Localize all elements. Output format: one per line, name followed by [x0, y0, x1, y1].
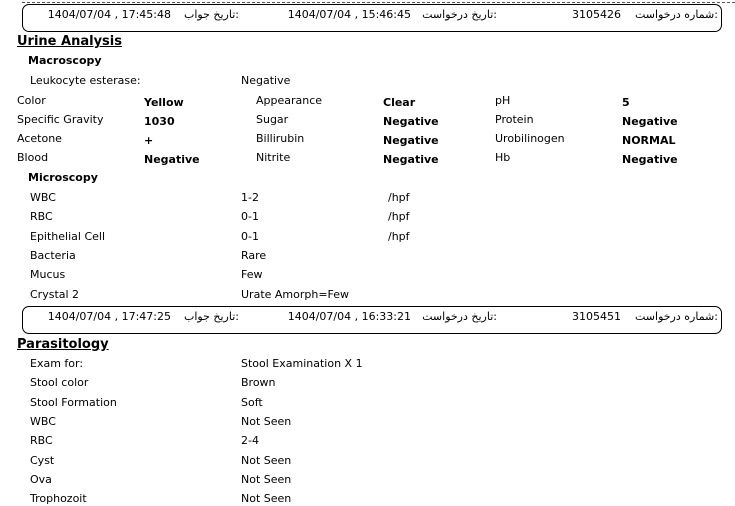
macro-label: Nitrite — [256, 151, 291, 164]
macro-label: Specific Gravity — [17, 113, 104, 126]
macro-value: + — [144, 134, 154, 147]
macro-value: Negative — [383, 134, 439, 147]
para-value: Soft — [241, 395, 263, 409]
micro-label: WBC — [30, 191, 56, 204]
para-value: Not Seen — [241, 492, 292, 506]
micro-label: Mucus — [30, 268, 66, 281]
request-no: 3105451 — [572, 310, 621, 323]
micro-label: RBC — [30, 210, 53, 223]
micro-value: Urate Amorph=Few — [241, 288, 350, 301]
request-header-2: شماره درخواست: 3105451 تاریخ درخواست: 14… — [22, 306, 722, 334]
macro-label: Blood — [17, 151, 49, 164]
leukocyte-value: Negative — [241, 74, 291, 87]
macro-value: Negative — [622, 153, 678, 166]
subsection-macroscopy: Macroscopy — [28, 54, 102, 67]
section-title-urine: Urine Analysis — [17, 34, 122, 49]
micro-unit: /hpf — [388, 230, 410, 243]
page-divider — [22, 2, 735, 3]
request-date-label: تاریخ درخواست: — [422, 310, 497, 323]
para-value: Not Seen — [241, 453, 292, 467]
macro-label: Color — [17, 94, 46, 107]
micro-value: 0-1 — [241, 230, 259, 243]
micro-label: Epithelial Cell — [30, 230, 106, 243]
para-label: Ova — [30, 472, 52, 486]
macro-value: Negative — [144, 153, 200, 166]
macro-label: Appearance — [256, 94, 323, 107]
para-value: Not Seen — [241, 414, 292, 428]
subsection-microscopy: Microscopy — [28, 171, 98, 184]
para-label: Stool Formation — [30, 395, 117, 409]
answer-date: 1404/07/04 , 17:47:25 — [47, 310, 171, 323]
micro-value: 1-2 — [241, 191, 259, 204]
answer-date-label: تاریخ جواب: — [184, 310, 239, 323]
macro-label: Sugar — [256, 113, 289, 126]
answer-date: 1404/07/04 , 17:45:48 — [47, 8, 171, 21]
macro-value: Yellow — [144, 96, 184, 109]
macro-value: NORMAL — [622, 134, 676, 147]
request-date: 1404/07/04 , 15:46:45 — [287, 8, 411, 21]
request-no: 3105426 — [572, 8, 621, 21]
macro-label: Billirubin — [256, 132, 305, 145]
micro-value: 0-1 — [241, 210, 259, 223]
macro-value: Negative — [383, 153, 439, 166]
macro-value: Clear — [383, 96, 416, 109]
para-label: Cyst — [30, 453, 55, 467]
macro-label: Protein — [495, 113, 534, 126]
macro-label: pH — [495, 94, 511, 107]
para-value: Stool Examination X 1 — [241, 357, 363, 370]
leukocyte-label: Leukocyte esterase: — [30, 74, 141, 87]
para-value: 2-4 — [241, 434, 259, 448]
macro-value: 5 — [622, 96, 630, 109]
macro-value: Negative — [383, 115, 439, 128]
para-label: Trophozoit — [30, 492, 87, 506]
request-no-label: شماره درخواست: — [635, 8, 718, 21]
para-value: Not Seen — [241, 472, 292, 486]
micro-label: Crystal 2 — [30, 288, 80, 301]
para-label: WBC — [30, 414, 56, 428]
para-label: Stool color — [30, 376, 89, 390]
micro-unit: /hpf — [388, 191, 410, 204]
request-header-1: شماره درخواست: 3105426 تاریخ درخواست: 14… — [22, 4, 722, 32]
request-no-label: شماره درخواست: — [635, 310, 718, 323]
micro-label: Bacteria — [30, 249, 76, 262]
micro-value: Rare — [241, 249, 267, 262]
para-value: Brown — [241, 376, 276, 390]
micro-value: Few — [241, 268, 263, 281]
macro-label: Hb — [495, 151, 511, 164]
request-date-label: تاریخ درخواست: — [422, 8, 497, 21]
section-title-parasitology: Parasitology — [17, 337, 109, 352]
request-date: 1404/07/04 , 16:33:21 — [287, 310, 411, 323]
macro-value: 1030 — [144, 115, 175, 128]
macro-value: Negative — [622, 115, 678, 128]
answer-date-label: تاریخ جواب: — [184, 8, 239, 21]
para-label: Exam for: — [30, 357, 84, 370]
macro-label: Acetone — [17, 132, 62, 145]
para-label: RBC — [30, 434, 53, 448]
micro-unit: /hpf — [388, 210, 410, 223]
macro-label: Urobilinogen — [495, 132, 565, 145]
